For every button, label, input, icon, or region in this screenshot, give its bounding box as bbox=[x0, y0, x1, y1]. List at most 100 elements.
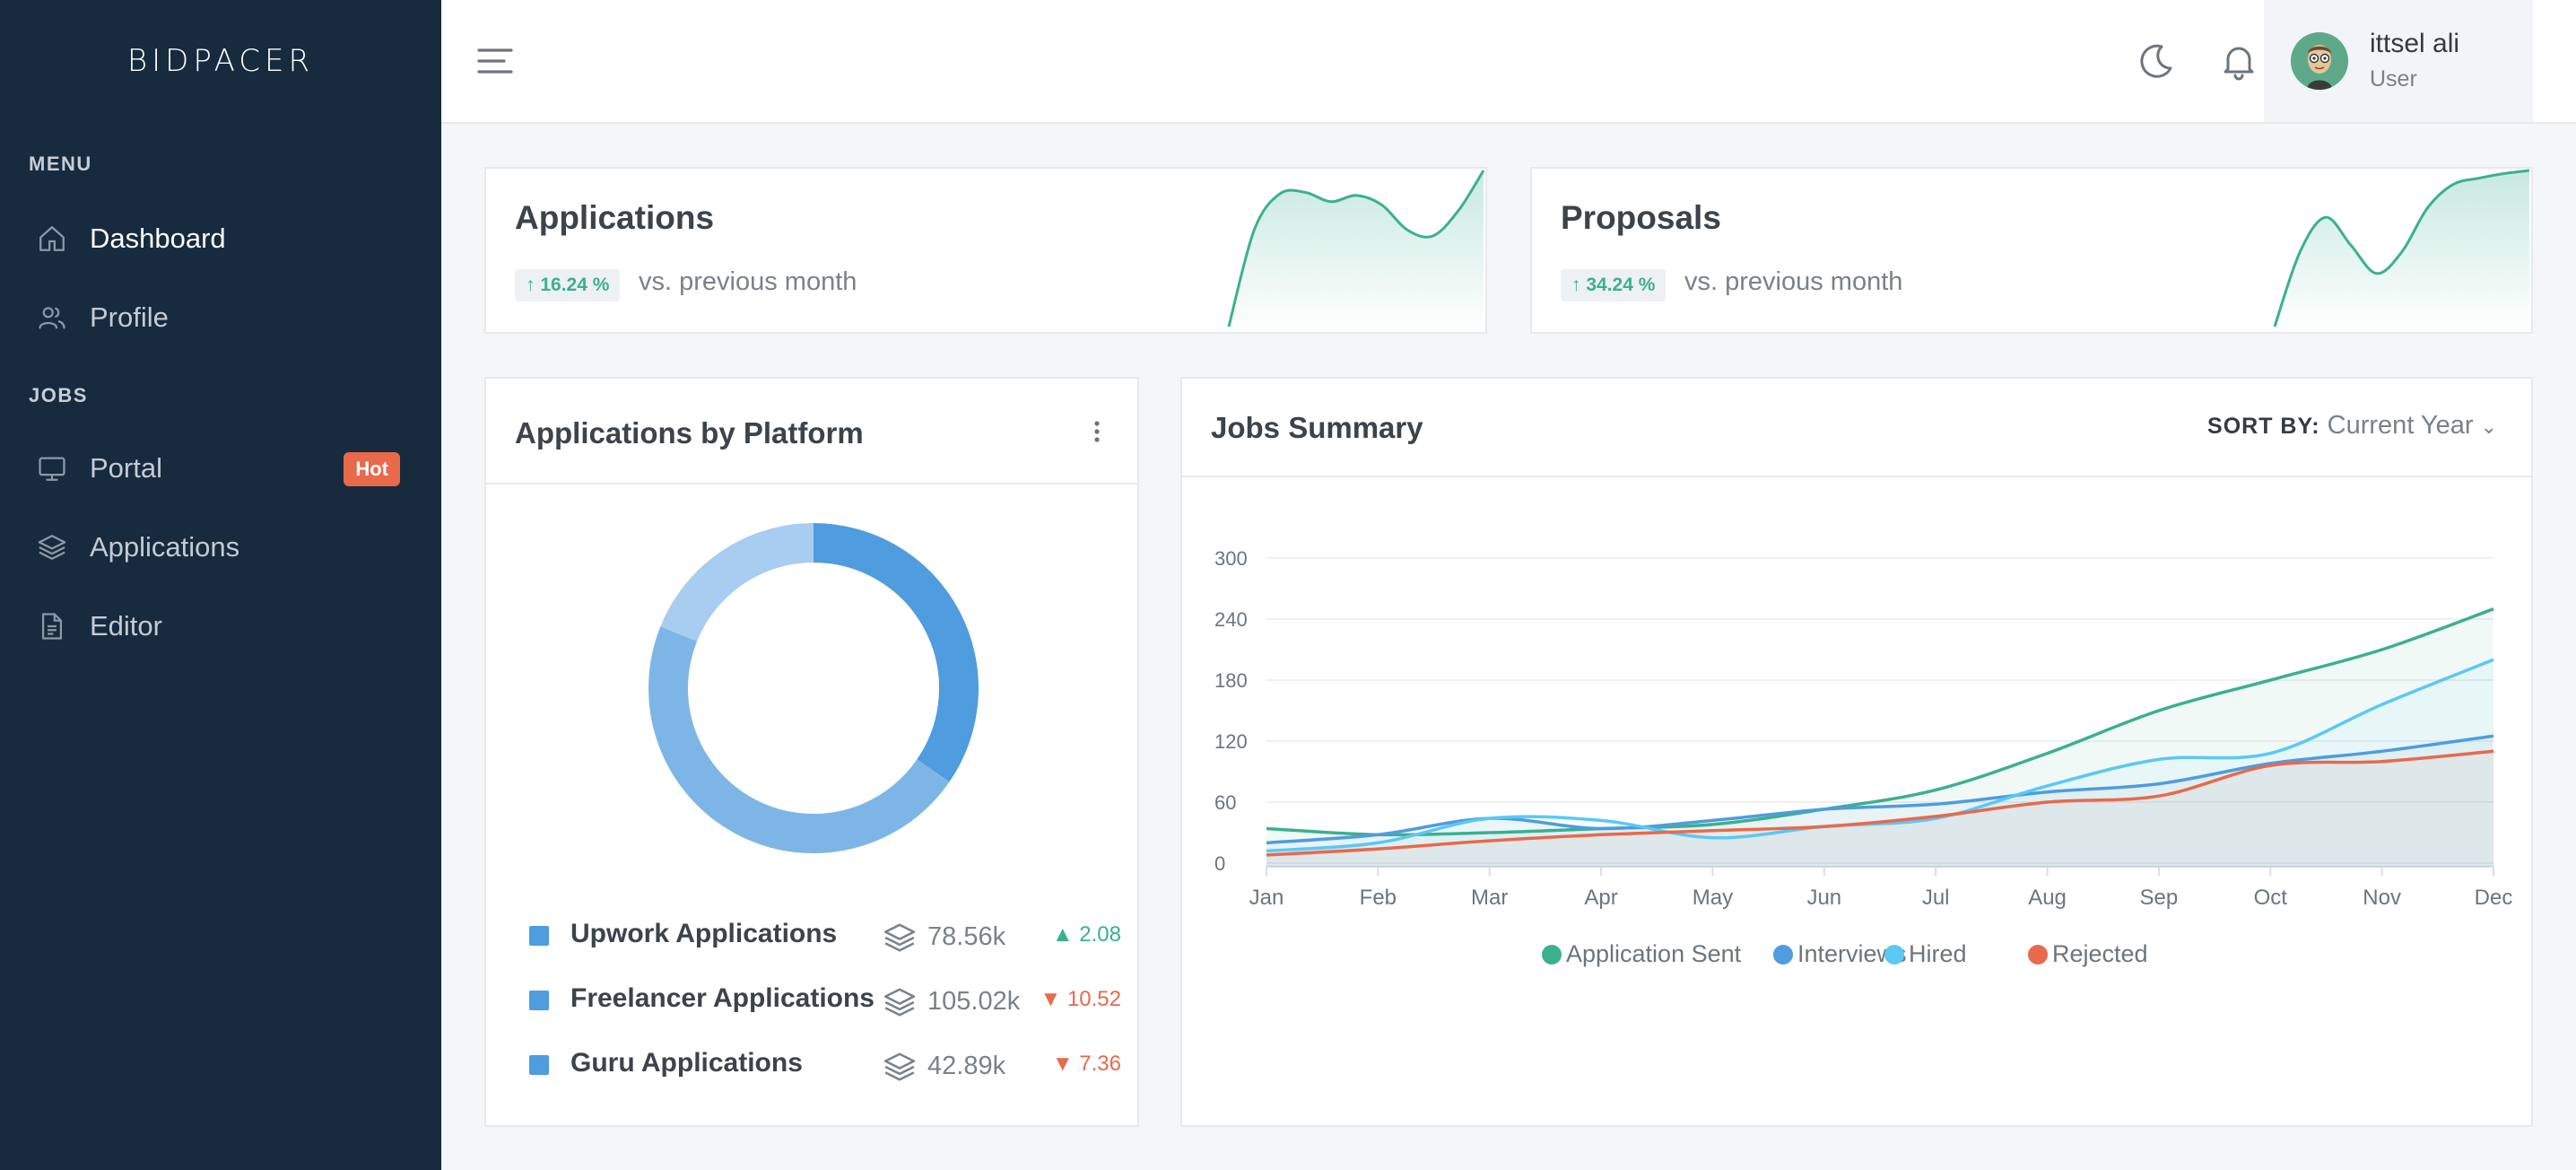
sidebar-item-label: Dashboard bbox=[90, 223, 226, 254]
home-icon bbox=[36, 223, 68, 255]
legend-marker bbox=[1773, 945, 1793, 965]
donut-slice bbox=[813, 523, 979, 782]
sparkline-area bbox=[2275, 170, 2529, 332]
stat-title: Applications bbox=[515, 199, 715, 236]
series-area bbox=[1266, 608, 2493, 867]
menu-section-title: MENU bbox=[29, 153, 92, 175]
sort-value: Current Year bbox=[2327, 411, 2474, 440]
caret-down-icon: ▼ bbox=[1051, 1052, 1074, 1076]
stat-title: Proposals bbox=[1561, 199, 1721, 236]
legend-label: Hired bbox=[1909, 940, 1967, 967]
legend-swatch bbox=[529, 926, 549, 946]
legend-marker bbox=[1884, 945, 1904, 965]
user-menu[interactable]: ittsel ali User bbox=[2264, 0, 2533, 122]
stat-change-value: 34.24 % bbox=[1586, 275, 1656, 295]
x-tick-label: Sep bbox=[2140, 886, 2179, 910]
moon-icon[interactable] bbox=[2135, 39, 2178, 83]
caret-up-icon: ▲ bbox=[1051, 922, 1074, 947]
more-options-icon[interactable] bbox=[1092, 418, 1101, 445]
proposals-sparkline bbox=[2273, 169, 2530, 332]
legend-label: Rejected bbox=[2052, 940, 2148, 967]
jobs-section-title: JOBS bbox=[29, 384, 88, 406]
series-area bbox=[1266, 736, 2493, 867]
sparkline-line bbox=[2273, 169, 2530, 327]
x-tick-label: Aug bbox=[2028, 886, 2067, 910]
top-bar: ittsel ali User bbox=[441, 0, 2576, 124]
brand-logo[interactable]: BIDPACER bbox=[126, 43, 315, 79]
layers-icon bbox=[883, 923, 916, 952]
x-tick-label: Mar bbox=[1471, 886, 1508, 910]
legend-marker bbox=[1542, 945, 1562, 965]
sidebar-item-editor[interactable]: Editor bbox=[0, 598, 441, 655]
arrow-up-icon: ↑ bbox=[526, 275, 535, 295]
card-title: Applications by Platform bbox=[515, 416, 864, 450]
sidebar-item-label: Editor bbox=[90, 610, 162, 642]
platform-donut-chart bbox=[648, 523, 979, 853]
x-tick-label: Oct bbox=[2254, 886, 2288, 910]
legend-label: Application Sent bbox=[1566, 940, 1742, 967]
sidebar-item-label: Profile bbox=[90, 301, 169, 333]
legend-change-value: 10.52 bbox=[1066, 987, 1121, 1011]
legend-label: Upwork Applications bbox=[570, 919, 838, 948]
legend-row-upwork: Upwork Applications 78.56k ▲ 2.08 bbox=[529, 913, 1121, 956]
series-line bbox=[1266, 658, 2494, 853]
legend-row-freelancer: Freelancer Applications 105.02k ▼ 10.52 bbox=[529, 978, 1121, 1021]
legend-label: Freelancer Applications bbox=[570, 983, 875, 1013]
y-tick-label: 240 bbox=[1214, 608, 1248, 631]
series-area bbox=[1266, 659, 2493, 867]
x-tick-label: Jun bbox=[1806, 886, 1841, 910]
stat-caption: vs. previous month bbox=[1684, 267, 1903, 296]
x-tick-label: Jan bbox=[1249, 886, 1284, 910]
x-tick-label: Nov bbox=[2363, 886, 2401, 910]
sidebar-item-applications[interactable]: Applications bbox=[0, 519, 441, 576]
sparkline-area bbox=[1229, 170, 1484, 332]
legend-value: 42.89k bbox=[927, 1052, 1006, 1080]
legend-swatch bbox=[529, 991, 549, 1010]
y-tick-label: 180 bbox=[1214, 669, 1248, 692]
card-divider bbox=[1182, 476, 2531, 477]
legend-change: ▲ 2.08 bbox=[1052, 922, 1121, 947]
sidebar-item-portal[interactable]: Portal Hot bbox=[0, 440, 441, 497]
legend-change: ▼ 10.52 bbox=[1040, 987, 1122, 1012]
sidebar-item-profile[interactable]: Profile bbox=[0, 289, 441, 346]
sparkline-line bbox=[1227, 170, 1485, 327]
donut-slice bbox=[648, 626, 950, 853]
legend-marker bbox=[2028, 945, 2048, 965]
card-divider bbox=[486, 483, 1137, 485]
stat-change-value: 16.24 % bbox=[540, 275, 610, 295]
users-icon bbox=[36, 301, 68, 334]
x-tick-label: Apr bbox=[1584, 886, 1617, 910]
legend-row-guru: Guru Applications 42.89k ▼ 7.36 bbox=[529, 1043, 1121, 1086]
layers-icon bbox=[883, 1052, 916, 1081]
sidebar: BIDPACER MENU Dashboard Profile JOBS Por… bbox=[0, 0, 441, 1170]
stat-change-badge: ↑ 34.24 % bbox=[1561, 269, 1667, 301]
layers-icon bbox=[36, 531, 68, 563]
stat-caption: vs. previous month bbox=[639, 267, 857, 296]
chevron-down-icon: ⌄ bbox=[2480, 415, 2497, 438]
x-tick-label: May bbox=[1693, 886, 1733, 910]
x-tick-label: Dec bbox=[2475, 886, 2513, 910]
x-tick-label: Jul bbox=[1922, 886, 1950, 910]
legend-swatch bbox=[529, 1055, 549, 1075]
x-tick-label: Feb bbox=[1360, 886, 1397, 910]
menu-toggle-icon[interactable] bbox=[475, 41, 515, 81]
bell-icon[interactable] bbox=[2217, 39, 2260, 83]
series-line bbox=[1266, 749, 2494, 857]
sort-dropdown[interactable]: SORT BY: Current Year ⌄ bbox=[2207, 411, 2497, 441]
monitor-icon bbox=[36, 452, 68, 485]
card-title: Jobs Summary bbox=[1211, 411, 1423, 444]
y-tick-label: 120 bbox=[1214, 730, 1248, 753]
applications-sparkline bbox=[1227, 170, 1485, 332]
stat-change-badge: ↑ 16.24 % bbox=[515, 269, 621, 301]
layers-icon bbox=[883, 988, 916, 1017]
donut-slice bbox=[660, 523, 814, 642]
user-name: ittsel ali bbox=[2370, 29, 2460, 58]
arrow-up-icon: ↑ bbox=[1571, 275, 1581, 295]
jobs-summary-chart: 0 60 120 180 240 300 Jan Feb Mar Apr May Jun Jul Aug S… bbox=[1214, 547, 2513, 967]
document-icon bbox=[36, 610, 68, 642]
sort-label: SORT BY: bbox=[2207, 414, 2320, 439]
legend-value: 105.02k bbox=[927, 987, 1021, 1016]
legend-change-value: 2.08 bbox=[1079, 922, 1121, 947]
sidebar-item-dashboard[interactable]: Dashboard bbox=[0, 210, 441, 267]
y-tick-label: 0 bbox=[1214, 852, 1225, 875]
